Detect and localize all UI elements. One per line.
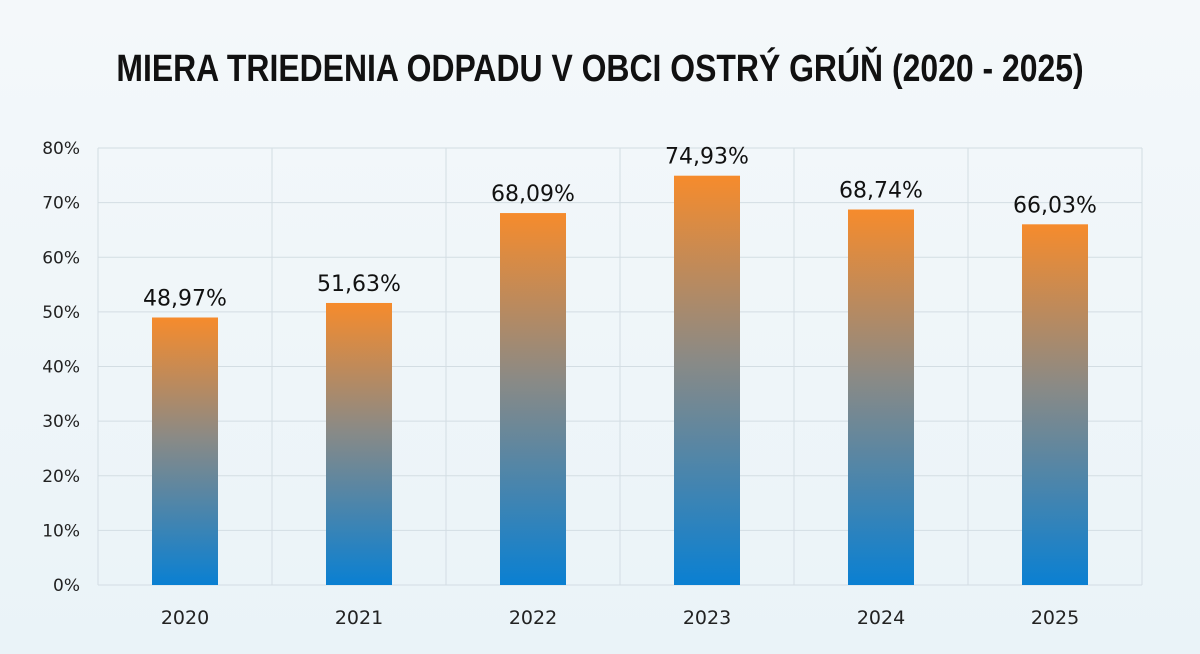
chart-title: MIERA TRIEDENIA ODPADU V OBCI OSTRÝ GRÚŇ… [116,48,1084,90]
bar-2025 [1022,224,1088,585]
y-tick-label: 20% [42,467,80,487]
y-tick-label: 0% [53,576,80,596]
x-tick-label: 2024 [857,607,905,629]
bar-2021 [326,302,392,585]
x-tick-label: 2022 [509,607,557,629]
data-label: 68,74% [839,179,923,204]
y-tick-label: 30% [42,412,80,432]
bar-2022 [500,213,566,585]
data-label: 51,63% [317,272,401,297]
y-tick-label: 10% [42,521,80,541]
data-label: 68,09% [491,182,575,207]
y-tick-label: 50% [42,303,80,323]
bar-2023 [674,175,740,585]
x-tick-label: 2020 [161,607,209,629]
bar-2020 [152,317,218,585]
y-tick-label: 40% [42,358,80,378]
y-tick-label: 80% [42,139,80,159]
data-label: 74,93% [665,145,749,170]
bar-2024 [848,209,914,585]
x-tick-label: 2023 [683,607,731,629]
data-label: 66,03% [1013,193,1097,218]
x-tick-label: 2025 [1031,607,1079,629]
y-tick-label: 60% [42,248,80,268]
data-label: 48,97% [143,287,227,312]
y-tick-label: 70% [42,194,80,214]
x-tick-label: 2021 [335,607,383,629]
